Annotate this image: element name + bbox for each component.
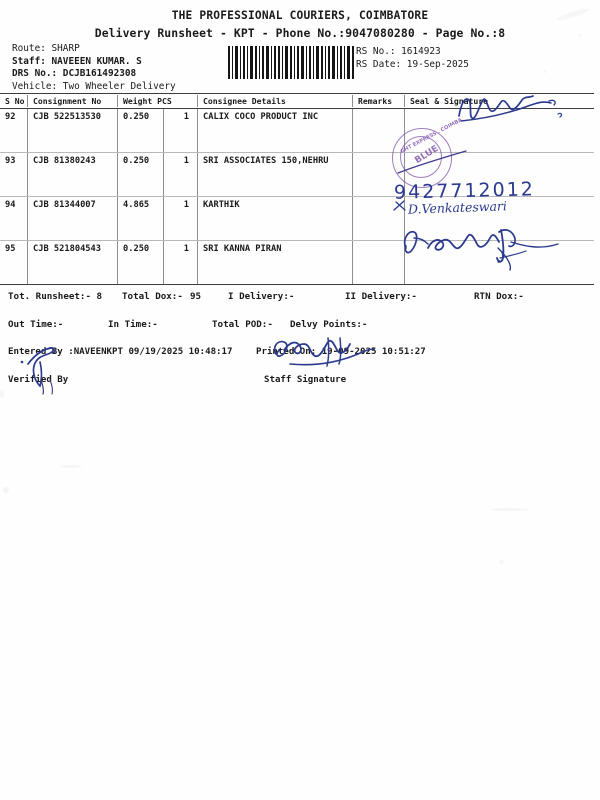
runsheet-table: S No Consignment No Weight PCS Consignee… [0,93,594,285]
route-label: Route: SHARP [12,43,80,54]
cell-sno: 92 [0,109,28,152]
header-block: Route: SHARP Staff: NAVEEEN KUMAR. S DRS… [0,43,600,93]
total-dox-value: 95 [190,291,202,302]
cell-sno: 95 [0,241,28,284]
cell-sno: 93 [0,153,28,196]
cell-pcs: 1 [164,153,198,196]
total-pod: Total POD:- [212,319,273,330]
rs-date: RS Date: 19-Sep-2025 [356,59,469,70]
i-delivery: I Delivery:- [228,291,295,302]
col-header-seal: Seal & Signature [410,96,488,106]
scan-artifact [543,70,546,73]
table-row: 95 CJB 521804543 0.250 1 SRI KANNA PIRAN [0,241,594,285]
scan-artifact [579,34,582,37]
cell-consignee: CALIX COCO PRODUCT INC [198,109,353,152]
table-row: 94 CJB 81344007 4.865 1 KARTHIK [0,197,594,241]
scan-artifact [0,390,4,398]
timings-row: Out Time:- In Time:- Total POD:- Delvy P… [0,319,600,336]
table-row: 92 CJB 522513530 0.250 1 CALIX COCO PROD… [0,109,594,153]
cell-weight: 4.865 [118,197,164,240]
cell-consignee: KARTHIK [198,197,353,240]
table-row: 93 CJB 81380243 0.250 1 SRI ASSOCIATES 1… [0,153,594,197]
cell-remarks [353,197,405,240]
scan-artifact [490,508,530,511]
tot-runsheet: Tot. Runsheet:- 8 [8,291,103,302]
cell-sno: 94 [0,197,28,240]
cell-consignment: CJB 522513530 [28,109,118,152]
cell-weight: 0.250 [118,153,164,196]
cell-pcs: 1 [164,197,198,240]
rtn-dox: RTN Dox:- [474,291,524,302]
cell-remarks [353,109,405,152]
col-header-consignee: Consignee Details [198,95,353,107]
staff-label: Staff: NAVEEEN KUMAR. S [12,55,142,67]
col-header-sno: S No [0,95,28,107]
cell-weight: 0.250 [118,109,164,152]
in-time: In Time:- [108,319,158,330]
col-header-weight-pcs: Weight PCS [118,95,198,107]
cell-pcs: 1 [164,241,198,284]
ii-delivery: II Delivery:- [345,291,417,302]
entered-by: Entered By :NAVEENKPT 09/19/2025 10:48:1… [8,347,233,357]
scan-artifact [499,560,504,564]
scan-artifact [60,465,82,468]
cell-weight: 0.250 [118,241,164,284]
cell-pcs: 1 [164,109,198,152]
header-left-details: Route: SHARP Staff: NAVEEEN KUMAR. S DRS… [12,43,176,93]
header-right-details: RS No.: 1614923 RS Date: 19-Sep-2025 [356,45,469,71]
cell-consignee: SRI ASSOCIATES 150,NEHRU [198,153,353,196]
staff-signature-label: Staff Signature [264,375,347,385]
runsheet-barcode [228,46,354,79]
cell-consignment: CJB 521804543 [28,241,118,284]
cell-seal [405,241,594,284]
cell-consignee: SRI KANNA PIRAN [198,241,353,284]
page-title: THE PROFESSIONAL COURIERS, COIMBATORE [171,9,429,22]
rs-no: RS No.: 1614923 [356,46,441,57]
total-dox-label: Total Dox:- [122,291,183,302]
signature-labels-row: Verified By Staff Signature [0,375,600,391]
table-header-row: S No Consignment No Weight PCS Consignee… [0,94,594,109]
col-header-consignment: Consignment No [28,95,118,107]
entered-printed-row: Entered By :NAVEENKPT 09/19/2025 10:48:1… [0,347,600,363]
scan-artifact [3,487,9,493]
printed-on: Printed On: 19-09-2025 10:51:27 [256,347,426,357]
verified-by-label: Verified By [8,375,69,385]
vehicle-label: Vehicle: Two Wheeler Delivery [12,80,176,92]
totals-row: Tot. Runsheet:- 8 Total Dox:- 95 I Deliv… [0,291,600,308]
delvy-points: Delvy Points:- [290,319,368,330]
cell-consignment: CJB 81380243 [28,153,118,196]
cell-consignment: CJB 81344007 [28,197,118,240]
out-time: Out Time:- [8,319,64,330]
page-subtitle: Delivery Runsheet - KPT - Phone No.:9047… [94,26,506,40]
cell-remarks [353,241,405,284]
col-header-remarks: Remarks [353,95,405,107]
drs-no-label: DRS No.: DCJB161492308 [12,68,137,80]
